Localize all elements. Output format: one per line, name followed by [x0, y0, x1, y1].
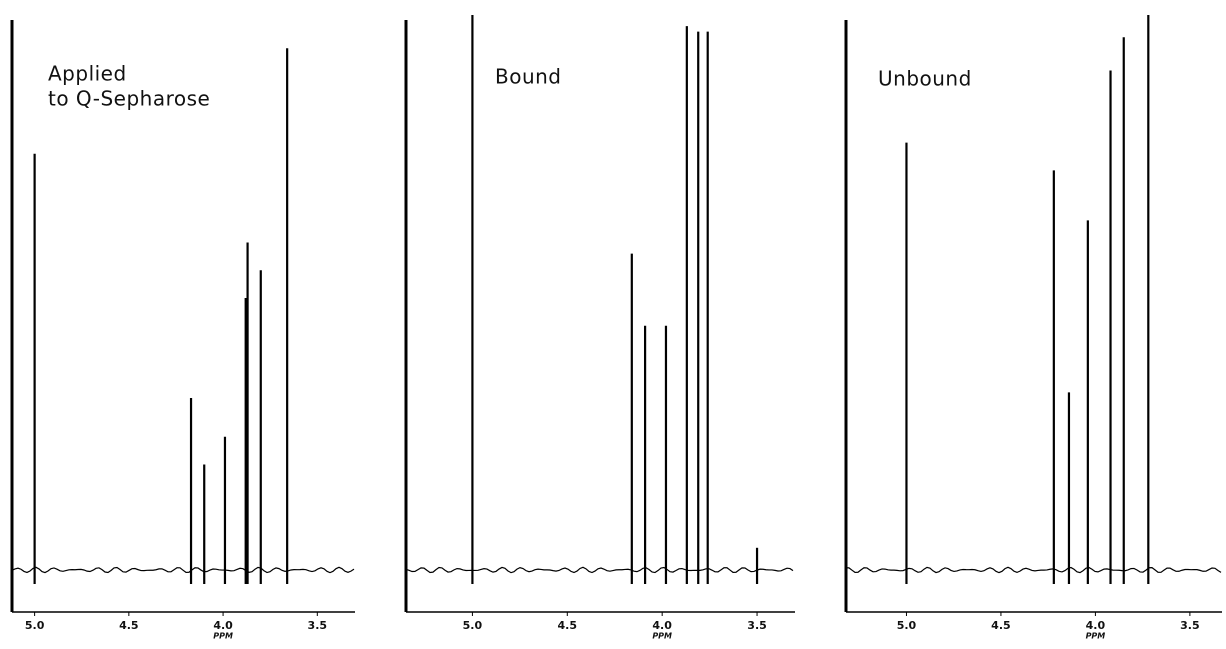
panel-title: Bound [495, 65, 562, 89]
x-tick-label: 4.5 [558, 619, 578, 632]
x-tick-label: 3.5 [1180, 619, 1200, 632]
x-tick-label: 3.5 [308, 619, 328, 632]
x-tick-label: 5.0 [25, 619, 45, 632]
baseline-trace [845, 566, 1222, 574]
x-tick-label: 4.0 [652, 619, 672, 632]
panel-title: Unbound [878, 67, 972, 91]
baseline-trace [405, 566, 794, 574]
panel-title: Applied [48, 62, 127, 86]
x-tick-label: 4.5 [119, 619, 139, 632]
x-tick-label: 4.5 [991, 619, 1011, 632]
x-axis-label: PPM [213, 632, 233, 641]
x-tick-label: 3.5 [747, 619, 767, 632]
panel-title: to Q-Sepharose [48, 87, 210, 111]
x-axis-label: PPM [1086, 632, 1106, 641]
x-tick-label: 5.0 [463, 619, 483, 632]
x-tick-label: 4.0 [213, 619, 233, 632]
x-tick-label: 4.0 [1086, 619, 1106, 632]
x-tick-label: 5.0 [897, 619, 917, 632]
x-axis-label: PPM [652, 632, 672, 641]
baseline-trace [11, 566, 355, 574]
